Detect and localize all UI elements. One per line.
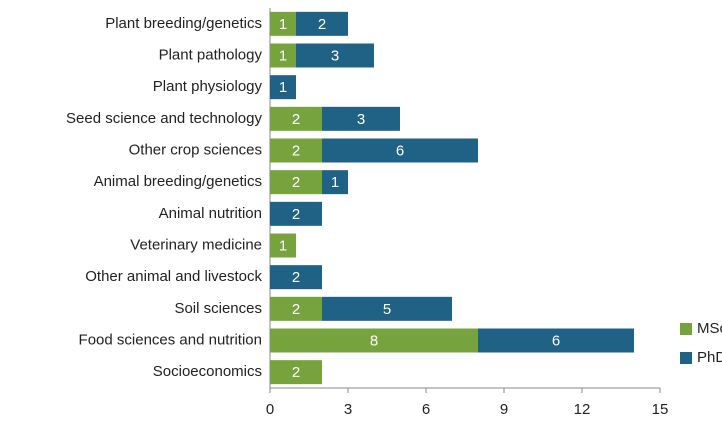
y-tick-label: Soil sciences [174,300,262,317]
x-tick-label: 9 [500,401,508,418]
data-label: 1 [279,16,287,33]
bar-segment [296,43,374,68]
bar-segment [296,11,348,36]
data-label: 2 [292,174,300,191]
y-tick-label: Animal nutrition [159,205,262,222]
bar-segment [478,328,634,353]
data-label: 1 [279,237,287,254]
x-tick-label: 15 [652,401,669,418]
x-tick-label: 3 [344,401,352,418]
data-label: 2 [292,301,300,318]
data-label: 3 [331,47,339,64]
legend-label: PhD [697,349,722,366]
y-tick-label: Plant physiology [153,78,263,95]
bar-segment [270,170,322,195]
bar-segment [322,138,478,163]
x-tick-label: 12 [574,401,591,418]
bar-segment [270,296,322,321]
y-tick-label: Animal breeding/genetics [94,173,262,190]
data-label: 1 [279,79,287,96]
data-label: 8 [370,332,378,349]
y-tick-label: Plant breeding/genetics [105,15,262,32]
y-tick-label: Seed science and technology [66,110,262,127]
y-tick-label: Other crop sciences [129,141,262,158]
data-label: 2 [292,364,300,381]
bar-segment [322,106,400,131]
y-tick-label: Other animal and livestock [85,268,262,285]
bar-segment [322,296,452,321]
data-label: 1 [279,47,287,64]
bar-segment [270,233,296,258]
data-label: 2 [292,142,300,159]
data-label: 2 [292,206,300,223]
bar-segment [270,11,296,36]
data-label: 2 [318,16,326,33]
legend-swatch [680,352,692,364]
bar-segment [270,265,322,290]
y-tick-label: Veterinary medicine [130,236,262,253]
bar-segment [270,106,322,131]
data-label: 2 [292,269,300,286]
legend-label: MSc [697,320,722,337]
legend-swatch [680,323,692,335]
bar-segment [270,201,322,226]
bar-segment [270,328,478,353]
y-tick-label: Plant pathology [159,46,263,63]
bar-segment [322,170,348,195]
bar-segment [270,138,322,163]
data-label: 6 [552,332,560,349]
data-label: 1 [331,174,339,191]
x-tick-label: 0 [266,401,274,418]
bar-segment [270,43,296,68]
data-label: 2 [292,111,300,128]
bar-segment [270,75,296,100]
y-tick-label: Socioeconomics [153,363,262,380]
data-label: 3 [357,111,365,128]
x-tick-label: 6 [422,401,430,418]
data-label: 5 [383,301,391,318]
data-label: 6 [396,142,404,159]
bar-segment [270,360,322,385]
y-tick-label: Food sciences and nutrition [79,331,262,348]
